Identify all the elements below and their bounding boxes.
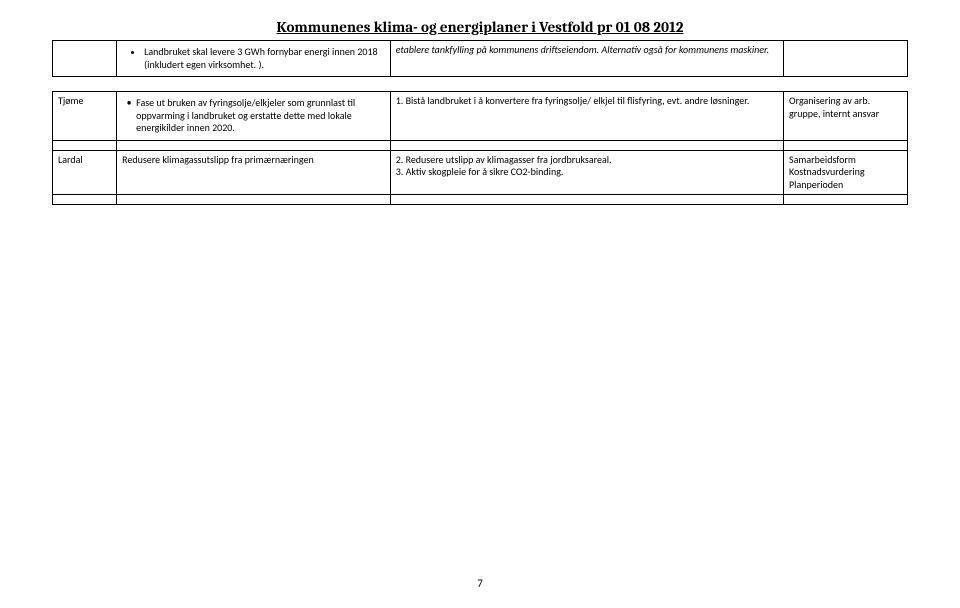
cell [53,140,117,150]
cell: Tjøme [53,92,117,141]
page: Kommunenes klima- og energiplaner i Vest… [0,0,960,205]
bullet-list: Fase ut bruken av fyringsolje/elkjeler s… [122,97,385,135]
cell: Lardal [53,150,117,195]
cell [784,195,908,205]
bullet-list: Landbruket skal levere 3 GWh fornybar en… [122,46,385,71]
cell [53,195,117,205]
spacer [52,77,908,91]
page-number: 7 [0,577,960,590]
cell: Organisering av arb. gruppe, internt ans… [784,92,908,141]
cell [390,140,783,150]
table-2: Tjøme Fase ut bruken av fyringsolje/elkj… [52,91,908,205]
cell [390,195,783,205]
page-title: Kommunenes klima- og energiplaner i Vest… [52,18,908,36]
cell: etablere tankfylling på kommunens drifts… [390,41,783,77]
cell: 2. Redusere utslipp av klimagasser fra j… [390,150,783,195]
cell [53,41,117,77]
list-item: Landbruket skal levere 3 GWh fornybar en… [144,46,385,71]
cell [784,41,908,77]
cell: Samarbeidsform Kostnadsvurdering Planper… [784,150,908,195]
cell: 1. Bistå landbruket i å konvertere fra f… [390,92,783,141]
cell: Landbruket skal levere 3 GWh fornybar en… [117,41,391,77]
list-item: Fase ut bruken av fyringsolje/elkjeler s… [136,97,385,135]
cell [117,140,391,150]
table-row: Lardal Redusere klimagassutslipp fra pri… [53,150,908,195]
cell: Fase ut bruken av fyringsolje/elkjeler s… [117,92,391,141]
table-row [53,195,908,205]
cell: Redusere klimagassutslipp fra primærnæri… [117,150,391,195]
cell [117,195,391,205]
table-row: Landbruket skal levere 3 GWh fornybar en… [53,41,908,77]
table-1: Landbruket skal levere 3 GWh fornybar en… [52,40,908,77]
table-row [53,140,908,150]
table-row: Tjøme Fase ut bruken av fyringsolje/elkj… [53,92,908,141]
cell [784,140,908,150]
